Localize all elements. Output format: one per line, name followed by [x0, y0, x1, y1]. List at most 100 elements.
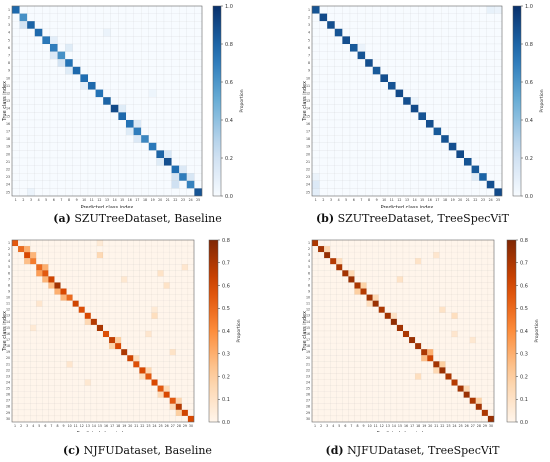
heatmap-cell — [433, 409, 440, 417]
heatmap-cell — [410, 119, 419, 128]
heatmap-cell — [175, 409, 183, 417]
heatmap-cell — [72, 385, 79, 392]
heatmap-cell — [336, 276, 343, 283]
x-tick-label: 7 — [350, 424, 352, 428]
chart-panel-d: 1 2 3 4 5 6 7 8 9 10 11 12 13 14 15 16 17 18 19 20 21 22 23 24 2… — [278, 236, 548, 437]
heatmap-cell — [387, 36, 396, 45]
heatmap-cell — [439, 300, 446, 307]
x-tick-label: 14 — [392, 424, 396, 428]
heatmap-cell — [330, 415, 337, 423]
y-tick-label: 23 — [6, 175, 10, 179]
heatmap-cell — [327, 188, 336, 197]
heatmap-cell — [114, 403, 122, 411]
heatmap-cell — [408, 294, 416, 301]
heatmap-cell — [364, 36, 373, 45]
heatmap-cell — [34, 150, 43, 159]
heatmap-cell — [463, 188, 472, 197]
heatmap-cell — [118, 119, 127, 128]
heatmap-cell — [348, 385, 355, 392]
heatmap-cell — [118, 13, 127, 22]
heatmap-cell — [319, 172, 328, 181]
heatmap-cell — [414, 391, 422, 398]
x-tick-label: 5 — [38, 424, 40, 428]
heatmap-cell — [354, 264, 361, 271]
heatmap-cell — [433, 104, 442, 113]
heatmap-cell — [349, 119, 358, 128]
heatmap-cell — [36, 336, 43, 344]
heatmap-cell — [408, 312, 416, 320]
heatmap-cell — [156, 74, 165, 83]
heatmap-cell — [133, 59, 142, 68]
heatmap-cell — [118, 74, 127, 83]
heatmap-cell — [175, 361, 183, 368]
heatmap-cell — [19, 188, 28, 197]
heatmap-cell — [36, 391, 43, 398]
heatmap-cell — [463, 409, 470, 417]
heatmap-cell — [102, 127, 111, 136]
heatmap-cell — [456, 180, 465, 189]
heatmap-cell — [163, 150, 172, 159]
y-axis-label: True class index — [2, 81, 8, 122]
heatmap-cell — [475, 258, 483, 265]
heatmap-cell — [396, 318, 404, 326]
heatmap-cell — [451, 330, 458, 338]
heatmap-cell — [54, 324, 61, 332]
heatmap-cell — [402, 150, 411, 159]
heatmap-cell — [171, 51, 180, 60]
heatmap-cell — [186, 127, 195, 136]
heatmap-cell — [11, 336, 19, 344]
heatmap-cell — [145, 282, 152, 289]
heatmap-cell — [330, 276, 337, 283]
heatmap-cell — [414, 282, 422, 289]
heatmap-cell — [102, 180, 111, 189]
colorbar-tick-label: 0.5 — [222, 306, 230, 312]
heatmap-cell — [440, 188, 449, 197]
heatmap-cell — [364, 172, 373, 181]
y-axis-label: True class index — [302, 81, 308, 122]
heatmap-cell — [163, 306, 170, 314]
heatmap-cell — [457, 415, 464, 423]
heatmap-cell — [445, 330, 452, 338]
heatmap-cell — [145, 324, 152, 332]
heatmap-cell — [181, 300, 189, 307]
heatmap-cell — [451, 373, 458, 380]
colorbar-tick-label: 0.0 — [525, 194, 533, 200]
heatmap-cell — [402, 312, 410, 320]
heatmap-cell — [354, 251, 361, 259]
heatmap-cell — [148, 5, 157, 14]
heatmap-cell — [80, 51, 89, 60]
heatmap-cell — [102, 21, 111, 30]
heatmap-cell — [110, 172, 119, 181]
heatmap-cell — [110, 21, 119, 30]
heatmap-cell — [342, 391, 349, 398]
heatmap-cell — [349, 150, 358, 159]
heatmap-cell — [139, 379, 146, 386]
caption-text: NJFUDataset, TreeSpecViT — [347, 444, 500, 457]
heatmap-cell — [48, 385, 55, 392]
heatmap-cell — [387, 59, 396, 68]
heatmap-cell — [186, 59, 195, 68]
heatmap-cell — [457, 270, 464, 277]
heatmap-cell — [420, 288, 428, 295]
heatmap-cell — [187, 318, 195, 326]
heatmap-cell — [17, 288, 25, 295]
heatmap-cell — [448, 165, 457, 174]
heatmap-cell — [133, 294, 140, 301]
heatmap-cell — [120, 391, 128, 398]
heatmap-cell — [349, 28, 358, 37]
heatmap-cell — [487, 294, 495, 301]
heatmap-cell — [87, 51, 96, 60]
heatmap-cell — [133, 348, 140, 356]
heatmap-cell — [402, 306, 410, 314]
heatmap-cell — [433, 264, 440, 271]
heatmap-cell — [487, 318, 495, 326]
heatmap-cell — [372, 127, 381, 136]
heatmap-cell — [181, 409, 189, 417]
heatmap-cell — [342, 373, 349, 380]
heatmap-cell — [175, 336, 183, 344]
heatmap-cell — [186, 66, 195, 75]
heatmap-cell — [448, 104, 457, 113]
heatmap-cell — [66, 409, 73, 417]
heatmap-cell — [319, 81, 328, 90]
heatmap-cell — [439, 361, 446, 368]
